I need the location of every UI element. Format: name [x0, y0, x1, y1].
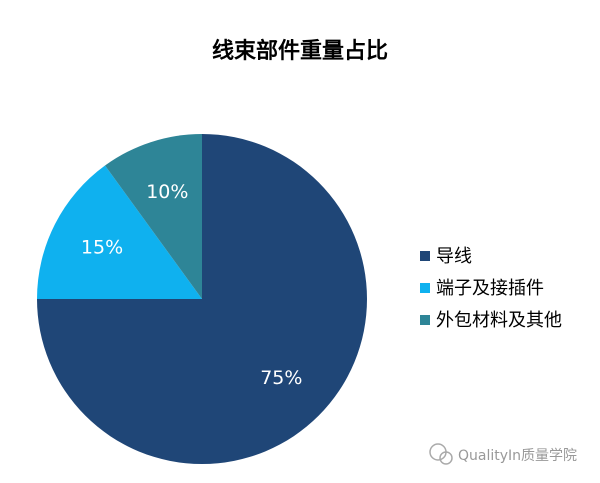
pie-slice: [37, 165, 202, 299]
legend-swatch: [420, 251, 430, 261]
chart-title: 线束部件重量占比: [212, 38, 388, 64]
legend-label: 端子及接插件: [436, 278, 544, 299]
watermark-text: QualityIn质量学院: [458, 448, 577, 464]
data-label: 75%: [260, 367, 302, 389]
data-label: 15%: [81, 237, 123, 259]
legend-label: 外包材料及其他: [436, 310, 562, 331]
legend-label: 导线: [436, 246, 472, 267]
watermark-icon: [439, 451, 453, 465]
watermark: QualityIn质量学院: [429, 443, 577, 465]
pie-slice: [105, 134, 202, 299]
data-label: 10%: [146, 181, 188, 203]
legend-swatch: [420, 283, 430, 293]
legend-swatch: [420, 315, 430, 325]
